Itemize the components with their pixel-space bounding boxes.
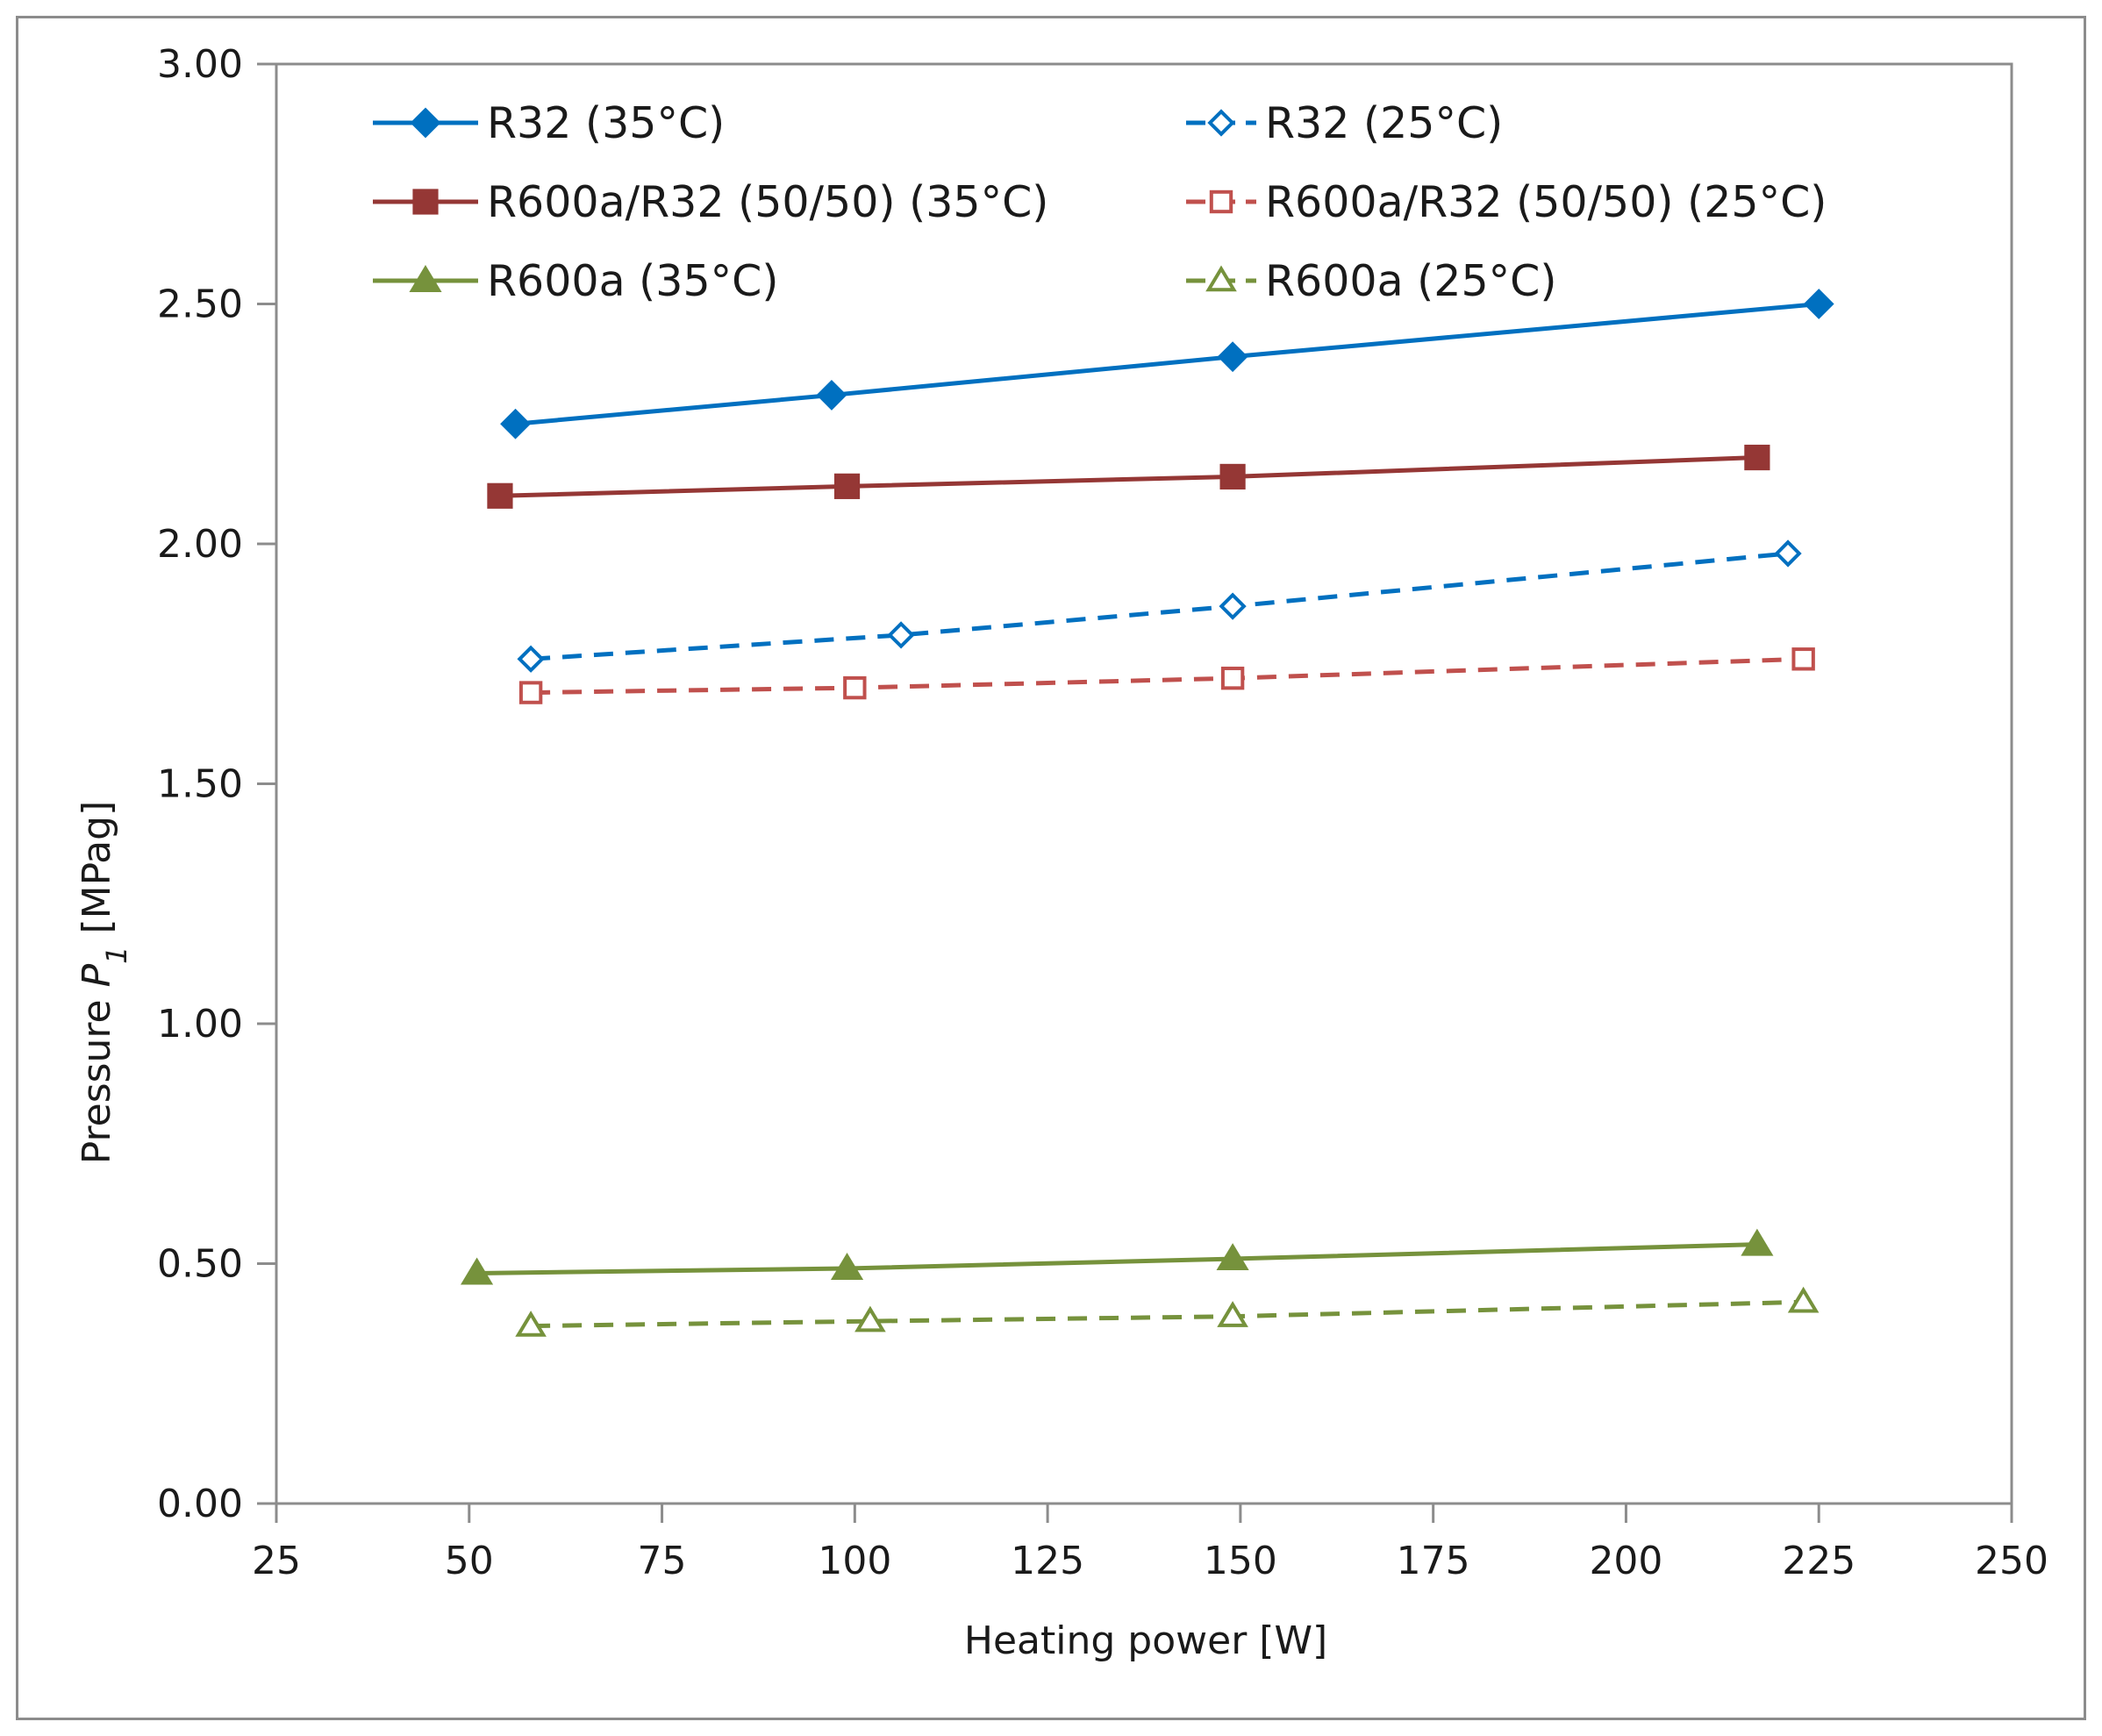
legend-marker — [409, 265, 442, 292]
x-axis-title: Heating power [W] — [964, 1618, 1327, 1663]
data-point-marker — [843, 675, 867, 700]
legend-entry: R600a (25°C) — [1186, 256, 1556, 306]
y-tick-label: 1.00 — [157, 1002, 243, 1047]
legend-label: R600a/R32 (50/50) (25°C) — [1265, 177, 1827, 227]
legend-entry: R600a/R32 (50/50) (35°C) — [373, 177, 1048, 227]
legend-label: R600a/R32 (50/50) (35°C) — [487, 177, 1048, 227]
data-point-marker — [1774, 539, 1802, 568]
legend-entry: R600a (35°C) — [373, 256, 778, 306]
series-5 — [515, 1286, 1820, 1337]
y-tick-label: 2.00 — [157, 522, 243, 567]
data-point-marker — [830, 1253, 864, 1280]
data-point-marker — [1741, 1228, 1774, 1256]
x-tick-label: 200 — [1589, 1539, 1662, 1583]
x-tick-label: 100 — [818, 1539, 891, 1583]
legend-label: R600a (25°C) — [1265, 256, 1556, 306]
y-axis-title: Pressure P1 [MPag] — [75, 801, 133, 1165]
data-point-marker — [515, 1311, 547, 1337]
y-axis-title-symbol: P — [75, 963, 119, 987]
y-tick-label: 3.00 — [157, 42, 243, 87]
y-tick-label: 0.00 — [157, 1482, 243, 1526]
legend-marker — [412, 189, 439, 215]
series-line — [476, 1242, 1757, 1275]
data-point-marker — [816, 380, 847, 411]
data-point-marker — [1216, 1243, 1249, 1271]
x-tick-label: 175 — [1397, 1539, 1470, 1583]
x-tick-label: 25 — [252, 1539, 301, 1583]
data-point-marker — [500, 408, 531, 439]
x-tick-label: 50 — [445, 1539, 494, 1583]
data-point-marker — [1217, 341, 1248, 373]
data-point-marker — [1744, 444, 1770, 471]
y-axis-title-prefix: Pressure — [75, 987, 119, 1164]
legend-label: R600a (35°C) — [487, 256, 778, 306]
data-point-marker — [1217, 1301, 1248, 1327]
data-point-marker — [487, 482, 513, 509]
data-point-marker — [1803, 289, 1834, 319]
legend-marker — [1205, 265, 1237, 292]
series-line — [531, 656, 1804, 696]
chart-frame — [16, 16, 2086, 1720]
legend-label: R32 (35°C) — [487, 98, 725, 148]
y-tick-label: 1.50 — [157, 762, 243, 807]
series-line — [515, 302, 1820, 426]
legend: R32 (35°C) R32 (25°C) R600a/R32 (50/50) (3… — [373, 98, 1827, 306]
series-1 — [517, 539, 1802, 673]
legend-entry: R600a/R32 (50/50) (25°C) — [1186, 177, 1827, 227]
legend-label: R32 (25°C) — [1265, 98, 1503, 148]
data-point-marker — [518, 681, 543, 704]
x-tick-label: 225 — [1782, 1539, 1855, 1583]
y-tick-label: 2.50 — [157, 282, 243, 327]
series-4 — [461, 1228, 1774, 1285]
data-point-marker — [1787, 1286, 1820, 1313]
series-0 — [500, 289, 1834, 439]
y-axis-title-unit: [MPag] — [75, 801, 119, 947]
x-tick-label: 150 — [1204, 1539, 1277, 1583]
data-point-marker — [1791, 647, 1815, 671]
x-tick-label: 125 — [1011, 1539, 1084, 1583]
legend-marker — [410, 107, 441, 139]
y-axis-title-subscript: 1 — [100, 946, 133, 963]
series-line — [499, 455, 1757, 498]
legend-entry: R32 (25°C) — [1186, 98, 1503, 148]
axes: 0.00 0.50 1.00 1.50 2.00 2.50 3.00 25 50 75 100 125… — [157, 42, 2048, 1583]
data-point-marker — [1220, 666, 1245, 690]
x-tick-label: 250 — [1975, 1539, 2048, 1583]
legend-entry: R32 (35°C) — [373, 98, 725, 148]
series-2 — [487, 444, 1770, 509]
data-point-marker — [854, 1305, 886, 1332]
data-point-marker — [833, 473, 861, 499]
legend-marker — [1207, 109, 1235, 137]
x-tick-label: 75 — [638, 1539, 687, 1583]
plot-area — [461, 289, 1834, 1337]
y-tick-label: 0.50 — [157, 1242, 243, 1287]
series-3 — [518, 647, 1815, 704]
data-point-marker — [461, 1257, 494, 1285]
data-point-marker — [887, 621, 915, 649]
data-point-marker — [517, 645, 545, 673]
legend-marker — [1209, 189, 1233, 214]
series-line — [531, 1299, 1804, 1329]
series-line — [530, 551, 1789, 661]
data-point-marker — [1219, 592, 1247, 620]
data-point-marker — [1219, 463, 1246, 490]
